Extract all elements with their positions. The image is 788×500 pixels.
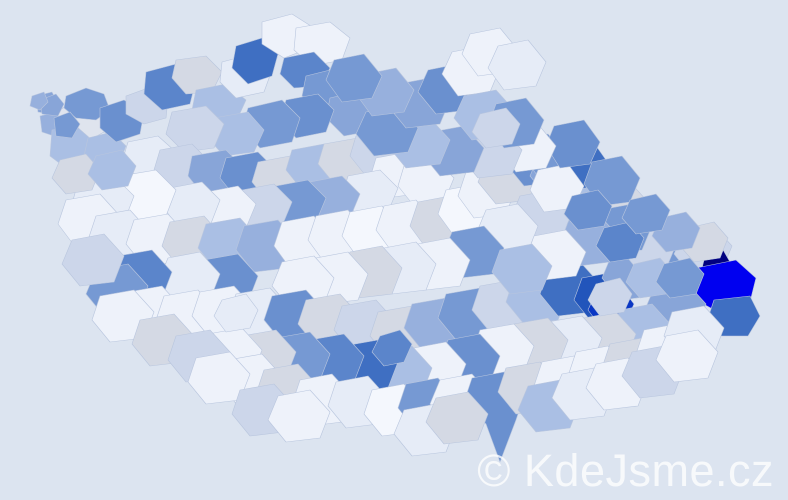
map-region[interactable] xyxy=(29,91,49,111)
map-region[interactable] xyxy=(563,189,613,231)
map-region[interactable] xyxy=(165,105,225,153)
watermark-kdejsme: © KdeJsme.cz xyxy=(477,444,774,496)
map-region[interactable] xyxy=(491,243,553,295)
map-region[interactable] xyxy=(61,233,125,287)
map-region[interactable] xyxy=(471,107,521,149)
map-region[interactable] xyxy=(655,257,705,299)
map-region[interactable] xyxy=(487,39,547,91)
map-region[interactable] xyxy=(371,329,413,367)
map-region[interactable] xyxy=(267,389,331,443)
map-region[interactable] xyxy=(213,293,259,333)
map-region[interactable] xyxy=(425,391,489,445)
map-region[interactable] xyxy=(51,153,101,195)
map-region[interactable] xyxy=(587,277,633,317)
map-region[interactable] xyxy=(325,53,383,103)
map-region[interactable] xyxy=(53,111,81,139)
region-layer xyxy=(29,13,761,463)
map-region[interactable] xyxy=(621,193,671,235)
map-region[interactable] xyxy=(87,149,137,191)
map-region[interactable] xyxy=(655,329,719,383)
